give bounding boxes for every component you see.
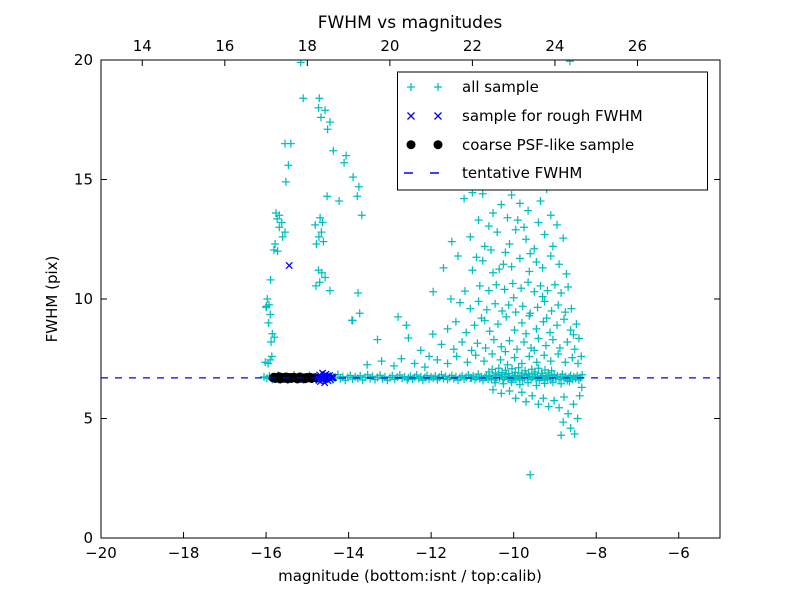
legend-x-marker-icon xyxy=(407,112,442,120)
chart-title: FWHM vs magnitudes xyxy=(318,13,503,33)
legend: all sample sample for rough FWHM coarse … xyxy=(397,71,708,191)
series-rough-fwhm-sample xyxy=(285,261,337,387)
legend-label-rough-fwhm: sample for rough FWHM xyxy=(462,107,643,125)
legend-label-tentative-fwhm: tentative FWHM xyxy=(462,164,582,182)
legend-plus-marker-icon xyxy=(407,83,442,91)
x-axis-label: magnitude (bottom:isnt / top:calib) xyxy=(278,567,542,585)
x-axis-top-tick-label: 16 xyxy=(215,37,234,55)
x-axis-bottom-tick-label: −6 xyxy=(668,544,690,562)
x-axis-bottom-tick-label: −18 xyxy=(168,544,200,562)
plot-area xyxy=(101,60,720,479)
legend-dot-marker-icon xyxy=(433,140,443,150)
x-axis-bottom-tick-label: −16 xyxy=(250,544,282,562)
x-axis-top-tick-label: 18 xyxy=(298,37,317,55)
x-axis-bottom-tick-label: −10 xyxy=(498,544,530,562)
x-axis-top-tick-label: 20 xyxy=(380,37,399,55)
x-axis-top-tick-label: 24 xyxy=(545,37,564,55)
legend-label-psf-sample: coarse PSF-like sample xyxy=(462,136,634,154)
legend-box xyxy=(397,71,708,191)
x-axis-bottom-tick-label: −8 xyxy=(585,544,607,562)
x-axis-bottom-tick-label: −12 xyxy=(415,544,447,562)
y-axis-label: FWHM (pix) xyxy=(43,256,61,343)
y-axis-tick-label: 0 xyxy=(83,529,93,547)
y-axis-tick-label: 20 xyxy=(74,51,93,69)
x-axis-top-tick-label: 22 xyxy=(463,37,482,55)
x-axis-top-tick-label: 14 xyxy=(133,37,152,55)
y-axis-tick-label: 5 xyxy=(83,410,93,428)
legend-label-all-sample: all sample xyxy=(462,78,539,96)
y-axis-tick-label: 10 xyxy=(74,290,93,308)
y-axis-tick-label: 15 xyxy=(74,171,93,189)
axis-ticks: −20 −18 −16 −14 −12 −10 −8 −6 14 16 18 20 22 24 26 0 5 10… xyxy=(74,37,720,562)
x-axis-bottom-tick-label: −20 xyxy=(85,544,117,562)
x-axis-top-tick-label: 26 xyxy=(628,37,647,55)
x-axis-bottom-tick-label: −14 xyxy=(333,544,365,562)
legend-dot-marker-icon xyxy=(406,140,416,150)
